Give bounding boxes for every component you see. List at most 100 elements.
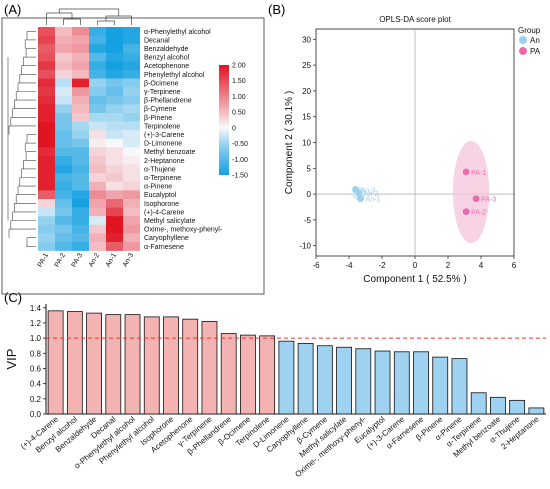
- x-axis-title: Component 1 ( 52.5% ): [363, 274, 466, 285]
- heatmap-row-label: Decanal: [144, 37, 170, 44]
- heatmap-cell: [123, 199, 140, 208]
- vip-bar: [374, 350, 391, 415]
- legend-marker: [519, 47, 527, 55]
- heatmap-row-label: (+)-3-Carene: [144, 132, 184, 139]
- heatmap-cell: [89, 121, 106, 131]
- heatmap-row-label: Acetophenone: [144, 63, 189, 70]
- heatmap-cell: [106, 95, 123, 105]
- heatmap-cell: [106, 164, 123, 174]
- colorbar-tick-label: -1.50: [232, 173, 248, 180]
- heatmap-cell: [89, 147, 106, 157]
- vip-bar: [413, 351, 429, 415]
- heatmap-cell: [106, 173, 123, 183]
- heatmap-cell: [55, 156, 72, 165]
- heatmap-cell: [123, 27, 140, 36]
- heatmap-column-label: An-3: [122, 252, 136, 268]
- heatmap-cell: [38, 216, 55, 226]
- vip-bar: [393, 351, 410, 415]
- heatmap-cell: [55, 52, 72, 62]
- heatmap-cell: [106, 35, 123, 45]
- heatmap-cell: [55, 35, 72, 45]
- heatmap-row-label: α-Farnesene: [144, 244, 184, 251]
- heatmap-cell: [89, 224, 106, 234]
- heatmap-cell: [123, 87, 140, 97]
- heatmap-cell: [38, 190, 55, 200]
- y-tick-label: 1.0: [30, 334, 42, 343]
- heatmap-cell: [123, 156, 140, 165]
- heatmap-cell: [38, 113, 55, 122]
- heatmap-column-label: PA-3: [71, 252, 85, 269]
- heatmap-cell: [106, 61, 123, 71]
- heatmap-cell: [55, 147, 72, 157]
- heatmap-cell: [106, 233, 123, 243]
- heatmap-cell: [55, 27, 72, 36]
- heatmap-cell: [106, 121, 123, 131]
- heatmap-cell: [106, 113, 123, 122]
- colorbar: [219, 65, 229, 175]
- y-tick-label: 0.4: [30, 380, 42, 389]
- heatmap-cell: [72, 87, 89, 97]
- y-tick-label: 0.2: [30, 395, 42, 404]
- heatmap-cell: [55, 44, 72, 54]
- y-tick-label: -5: [304, 216, 312, 225]
- heatmap-cell: [38, 156, 55, 165]
- heatmap-row-label: β-Pinene: [144, 115, 172, 122]
- heatmap-cell: [106, 147, 123, 157]
- y-tick-label: 5: [307, 164, 312, 173]
- heatmap-row-label: α-Terpinene: [144, 175, 181, 182]
- heatmap-cell: [123, 61, 140, 71]
- heatmap-row-label: Phenylethyl alcohol: [144, 72, 205, 79]
- heatmap-cell: [72, 138, 89, 148]
- heatmap-cell: [55, 95, 72, 105]
- heatmap-row-label: β-Cymene: [144, 106, 177, 113]
- heatmap-row-label: α-Phenylethyl alcohol: [144, 29, 211, 36]
- y-tick-label: -10: [299, 242, 311, 251]
- heatmap-cell: [38, 78, 55, 88]
- panel-a-label: (A): [4, 2, 21, 17]
- score-point-label: PA-2: [471, 210, 486, 217]
- vip-bar: [336, 346, 352, 415]
- heatmap-cell: [38, 138, 55, 148]
- heatmap-cell: [38, 52, 55, 62]
- heatmap-cell: [123, 173, 140, 183]
- heatmap-cell: [38, 173, 55, 183]
- heatmap-cell: [72, 113, 89, 122]
- score-point: [355, 189, 363, 197]
- heatmap-cell: [106, 87, 123, 97]
- heatmap-cell: [89, 27, 106, 36]
- heatmap-cell: [89, 181, 106, 191]
- y-tick-label: 30: [302, 35, 311, 44]
- heatmap-cell: [89, 104, 106, 114]
- heatmap-cell: [123, 113, 140, 122]
- heatmap-cell: [123, 35, 140, 45]
- vip-bar: [163, 316, 179, 415]
- heatmap-cell: [55, 233, 72, 243]
- heatmap-row-label: Methyl benzoate: [144, 149, 195, 156]
- heatmap-cell: [72, 224, 89, 234]
- y-tick-label: 20: [302, 87, 311, 96]
- heatmap-cell: [72, 70, 89, 79]
- heatmap-cell: [55, 190, 72, 200]
- score-point: [462, 208, 470, 216]
- y-tick-label: 1.4: [30, 304, 42, 313]
- x-tick-label: -2: [378, 261, 386, 270]
- heatmap-cell: [38, 44, 55, 54]
- heatmap-cell: [123, 242, 140, 251]
- heatmap-cell: [106, 224, 123, 234]
- score-point-label: An-1: [366, 197, 381, 204]
- heatmap-row-label: (+)-4-Carene: [144, 209, 184, 216]
- heatmap-cell: [123, 147, 140, 157]
- heatmap-row-label: β-Phellandrene: [144, 98, 192, 105]
- y-tick-label: 1.2: [30, 319, 42, 328]
- heatmap-cell: [72, 52, 89, 62]
- x-tick-label: 0: [413, 261, 418, 270]
- heatmap-column-label: An-2: [88, 252, 102, 268]
- x-tick-label: 2: [446, 261, 451, 270]
- score-plot-panel: OPLS-DA score plot -6 -4 -2 0 2 4 6 30 25 20 15 10 5 0…: [284, 15, 541, 285]
- heatmap-cell: [89, 52, 106, 62]
- heatmap-cell: [72, 35, 89, 45]
- heatmap-cell: [89, 216, 106, 226]
- heatmap-cell: [106, 207, 123, 217]
- heatmap-cell: [38, 233, 55, 243]
- heatmap-cell: [38, 35, 55, 45]
